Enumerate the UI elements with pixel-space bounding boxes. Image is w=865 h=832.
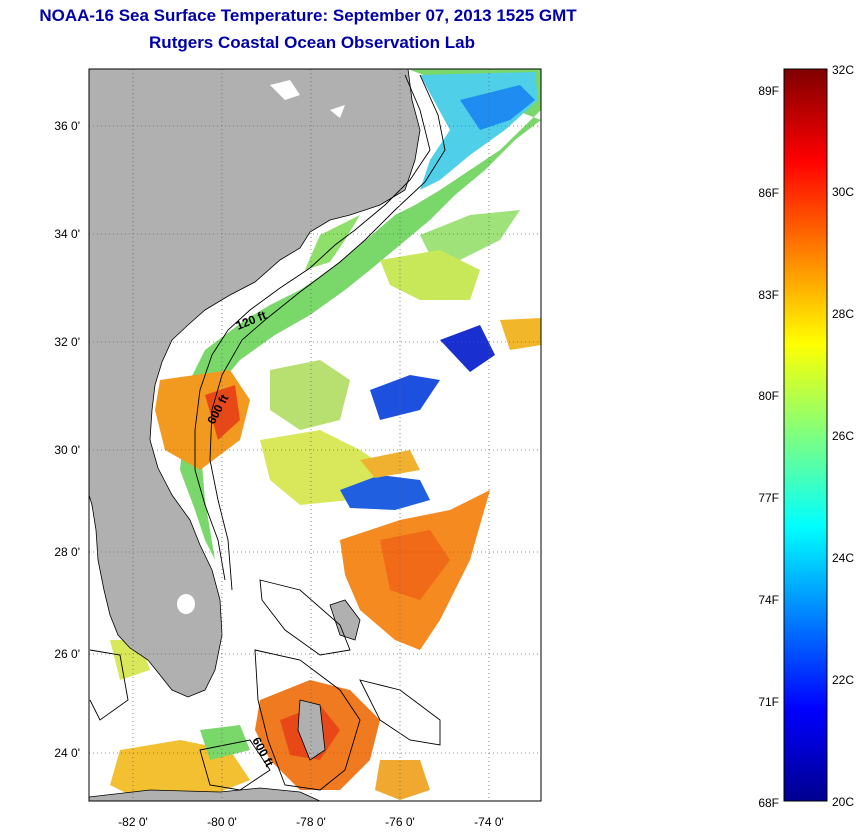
lon-tick-label: -78 0' [296,815,326,829]
sst-swath [110,69,541,800]
lat-tick-label: 34 0' [54,227,80,241]
colorbar-c-label: 30C [832,185,854,199]
colorbar-c-label: 32C [832,63,854,77]
lon-tick-label: -74 0' [474,815,504,829]
us-landmass [89,69,421,698]
graticule [89,69,541,801]
colorbar-f-label: 71F [758,695,779,709]
colorbar-f-label: 86F [758,186,779,200]
celsius-labels: 32C 30C 28C 26C 24C 22C 20C [832,63,854,809]
colorbar-f-label: 68F [758,796,779,810]
colorbar-c-label: 22C [832,673,854,687]
lat-tick-label: 36 0' [54,119,80,133]
lon-tick-label: -80 0' [207,815,237,829]
lat-tick-label: 32 0' [54,335,80,349]
colorbar-f-label: 89F [758,84,779,98]
lat-tick-label: 26 0' [54,647,80,661]
colorbar-f-label: 77F [758,491,779,505]
temperature-colorbar: 89F 86F 83F 80F 77F 74F 71F 68F 32C 30C … [758,63,854,810]
colorbar-c-label: 20C [832,795,854,809]
colorbar-f-label: 74F [758,593,779,607]
map-area: 120 ft 600 ft 600 ft [89,69,541,801]
lat-tick-label: 30 0' [54,443,80,457]
lat-tick-label: 28 0' [54,545,80,559]
bahamas-island [329,599,361,641]
colorbar-f-label: 80F [758,389,779,403]
lon-tick-label: -76 0' [385,815,415,829]
colorbar-f-label: 83F [758,288,779,302]
fahrenheit-labels: 89F 86F 83F 80F 77F 74F 71F 68F [758,84,779,810]
colorbar-c-label: 26C [832,429,854,443]
map-title: NOAA-16 Sea Surface Temperature: Septemb… [39,6,577,25]
latitude-axis: 36 0' 34 0' 32 0' 30 0' 28 0' 26 0' 24 0… [54,119,80,760]
colorbar-c-label: 28C [832,307,854,321]
lon-tick-label: -82 0' [118,815,148,829]
lat-tick-label: 24 0' [54,746,80,760]
map-frame [88,68,542,802]
colorbar-gradient [783,68,828,802]
bahamas-island [297,699,326,761]
colorbar-c-label: 24C [832,551,854,565]
lake-okeechobee [177,594,195,614]
map-subtitle: Rutgers Coastal Ocean Observation Lab [149,33,475,52]
longitude-axis: -82 0' -80 0' -78 0' -76 0' -74 0' [118,815,504,829]
